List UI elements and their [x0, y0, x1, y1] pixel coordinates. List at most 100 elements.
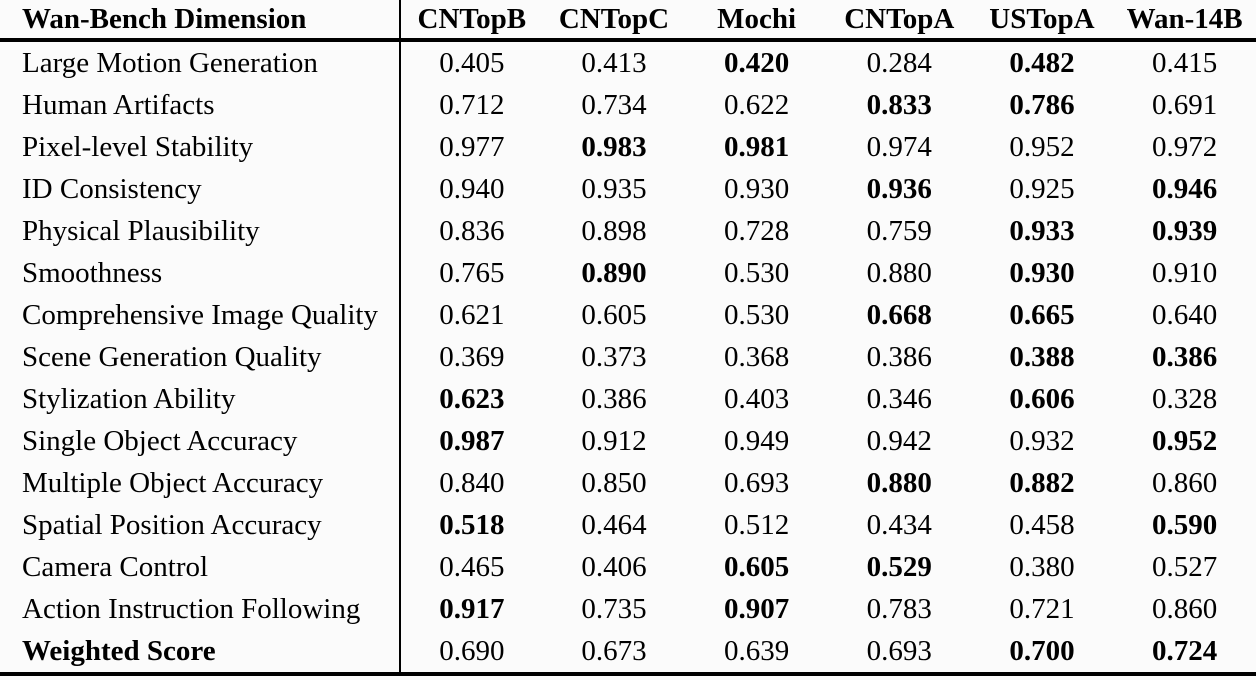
- dimension-cell: Stylization Ability: [0, 378, 401, 420]
- score-cell: 0.932: [1009, 424, 1075, 457]
- header-model-cntopa: CNTopA: [827, 0, 971, 42]
- score-cell: 0.691: [1152, 88, 1218, 121]
- table-row: ID Consistency 0.940 0.935 0.930 0.936 0.925 0…: [0, 168, 1256, 210]
- header-model-ustopa: USTopA: [970, 0, 1114, 42]
- score-cell: 0.946: [1152, 172, 1218, 205]
- score-cell: 0.930: [1009, 256, 1075, 289]
- table-row: Scene Generation Quality 0.369 0.373 0.368 0…: [0, 336, 1256, 378]
- score-cell: 0.972: [1152, 130, 1218, 163]
- dimension-cell: Comprehensive Image Quality: [0, 294, 401, 336]
- header-model-cntopc: CNTopC: [542, 0, 686, 42]
- header-model-wan14b: Wan-14B: [1113, 0, 1256, 42]
- score-cell: 0.735: [581, 592, 647, 625]
- score-cell: 0.712: [439, 88, 505, 121]
- score-cell: 0.405: [439, 46, 505, 79]
- dimension-cell: Human Artifacts: [0, 84, 401, 126]
- score-cell: 0.940: [439, 172, 505, 205]
- score-cell: 0.890: [581, 256, 647, 289]
- score-cell: 0.734: [581, 88, 647, 121]
- table-row: Large Motion Generation 0.405 0.413 0.420 0.…: [0, 40, 1256, 84]
- score-cell: 0.925: [1009, 172, 1075, 205]
- table-row: Weighted Score 0.690 0.673 0.639 0.693 0.700 0…: [0, 630, 1256, 676]
- score-cell: 0.368: [724, 340, 790, 373]
- score-cell: 0.974: [866, 130, 932, 163]
- score-cell: 0.759: [866, 214, 932, 247]
- score-cell: 0.512: [724, 508, 790, 541]
- score-cell: 0.420: [724, 46, 790, 79]
- score-cell: 0.880: [866, 256, 932, 289]
- score-cell: 0.880: [866, 466, 932, 499]
- score-cell: 0.406: [581, 550, 647, 583]
- dimension-cell: Action Instruction Following: [0, 588, 401, 630]
- score-cell: 0.882: [1009, 466, 1075, 499]
- header-model-mochi: Mochi: [685, 0, 828, 42]
- score-cell: 0.527: [1152, 550, 1218, 583]
- score-cell: 0.728: [724, 214, 790, 247]
- header-row: Wan-Bench Dimension CNTopB CNTopC Mochi …: [0, 0, 1256, 42]
- dimension-cell: Multiple Object Accuracy: [0, 462, 401, 504]
- dimension-cell: Smoothness: [0, 252, 401, 294]
- score-cell: 0.388: [1009, 340, 1075, 373]
- score-cell: 0.910: [1152, 256, 1218, 289]
- score-cell: 0.912: [581, 424, 647, 457]
- score-cell: 0.949: [724, 424, 790, 457]
- dimension-cell: Camera Control: [0, 546, 401, 588]
- score-cell: 0.621: [439, 298, 505, 331]
- score-cell: 0.640: [1152, 298, 1218, 331]
- score-cell: 0.403: [724, 382, 790, 415]
- score-cell: 0.930: [724, 172, 790, 205]
- score-cell: 0.434: [866, 508, 932, 541]
- dimension-cell: Large Motion Generation: [0, 40, 401, 84]
- score-cell: 0.415: [1152, 46, 1218, 79]
- score-cell: 0.380: [1009, 550, 1075, 583]
- table-row: Multiple Object Accuracy 0.840 0.850 0.693 0…: [0, 462, 1256, 504]
- score-cell: 0.665: [1009, 298, 1075, 331]
- dimension-cell: Scene Generation Quality: [0, 336, 401, 378]
- score-cell: 0.530: [724, 298, 790, 331]
- score-cell: 0.833: [866, 88, 932, 121]
- score-cell: 0.328: [1152, 382, 1218, 415]
- dimension-cell: Spatial Position Accuracy: [0, 504, 401, 546]
- score-cell: 0.987: [439, 424, 505, 457]
- score-cell: 0.690: [400, 630, 543, 676]
- score-cell: 0.783: [866, 592, 932, 625]
- score-cell: 0.933: [1009, 214, 1075, 247]
- score-cell: 0.465: [439, 550, 505, 583]
- score-cell: 0.373: [581, 340, 647, 373]
- score-cell: 0.590: [1152, 508, 1218, 541]
- score-cell: 0.386: [1152, 340, 1218, 373]
- score-cell: 0.840: [439, 466, 505, 499]
- score-cell: 0.917: [439, 592, 505, 625]
- score-cell: 0.935: [581, 172, 647, 205]
- score-cell: 0.786: [1009, 88, 1075, 121]
- dimension-cell: Physical Plausibility: [0, 210, 401, 252]
- dimension-cell: Pixel-level Stability: [0, 126, 401, 168]
- table-body: Large Motion Generation 0.405 0.413 0.420 0.…: [0, 40, 1256, 676]
- dimension-cell: ID Consistency: [0, 168, 401, 210]
- table-row: Camera Control 0.465 0.406 0.605 0.529 0.380 0…: [0, 546, 1256, 588]
- score-cell: 0.942: [866, 424, 932, 457]
- score-cell: 0.860: [1152, 466, 1218, 499]
- score-cell: 0.623: [439, 382, 505, 415]
- score-cell: 0.983: [581, 130, 647, 163]
- score-cell: 0.482: [1009, 46, 1075, 79]
- dimension-cell: Weighted Score: [0, 630, 401, 676]
- score-cell: 0.605: [581, 298, 647, 331]
- header-model-cntopb: CNTopB: [400, 0, 543, 42]
- score-cell: 0.724: [1113, 630, 1256, 676]
- score-cell: 0.898: [581, 214, 647, 247]
- score-cell: 0.458: [1009, 508, 1075, 541]
- score-cell: 0.693: [724, 466, 790, 499]
- score-cell: 0.605: [724, 550, 790, 583]
- score-cell: 0.936: [866, 172, 932, 205]
- table-row: Smoothness 0.765 0.890 0.530 0.880 0.930 0.910: [0, 252, 1256, 294]
- score-cell: 0.981: [724, 130, 790, 163]
- score-cell: 0.907: [724, 592, 790, 625]
- table-row: Single Object Accuracy 0.987 0.912 0.949 0.9…: [0, 420, 1256, 462]
- score-cell: 0.765: [439, 256, 505, 289]
- score-cell: 0.673: [542, 630, 686, 676]
- score-cell: 0.668: [866, 298, 932, 331]
- table-row: Comprehensive Image Quality 0.621 0.605 0.5…: [0, 294, 1256, 336]
- score-cell: 0.369: [439, 340, 505, 373]
